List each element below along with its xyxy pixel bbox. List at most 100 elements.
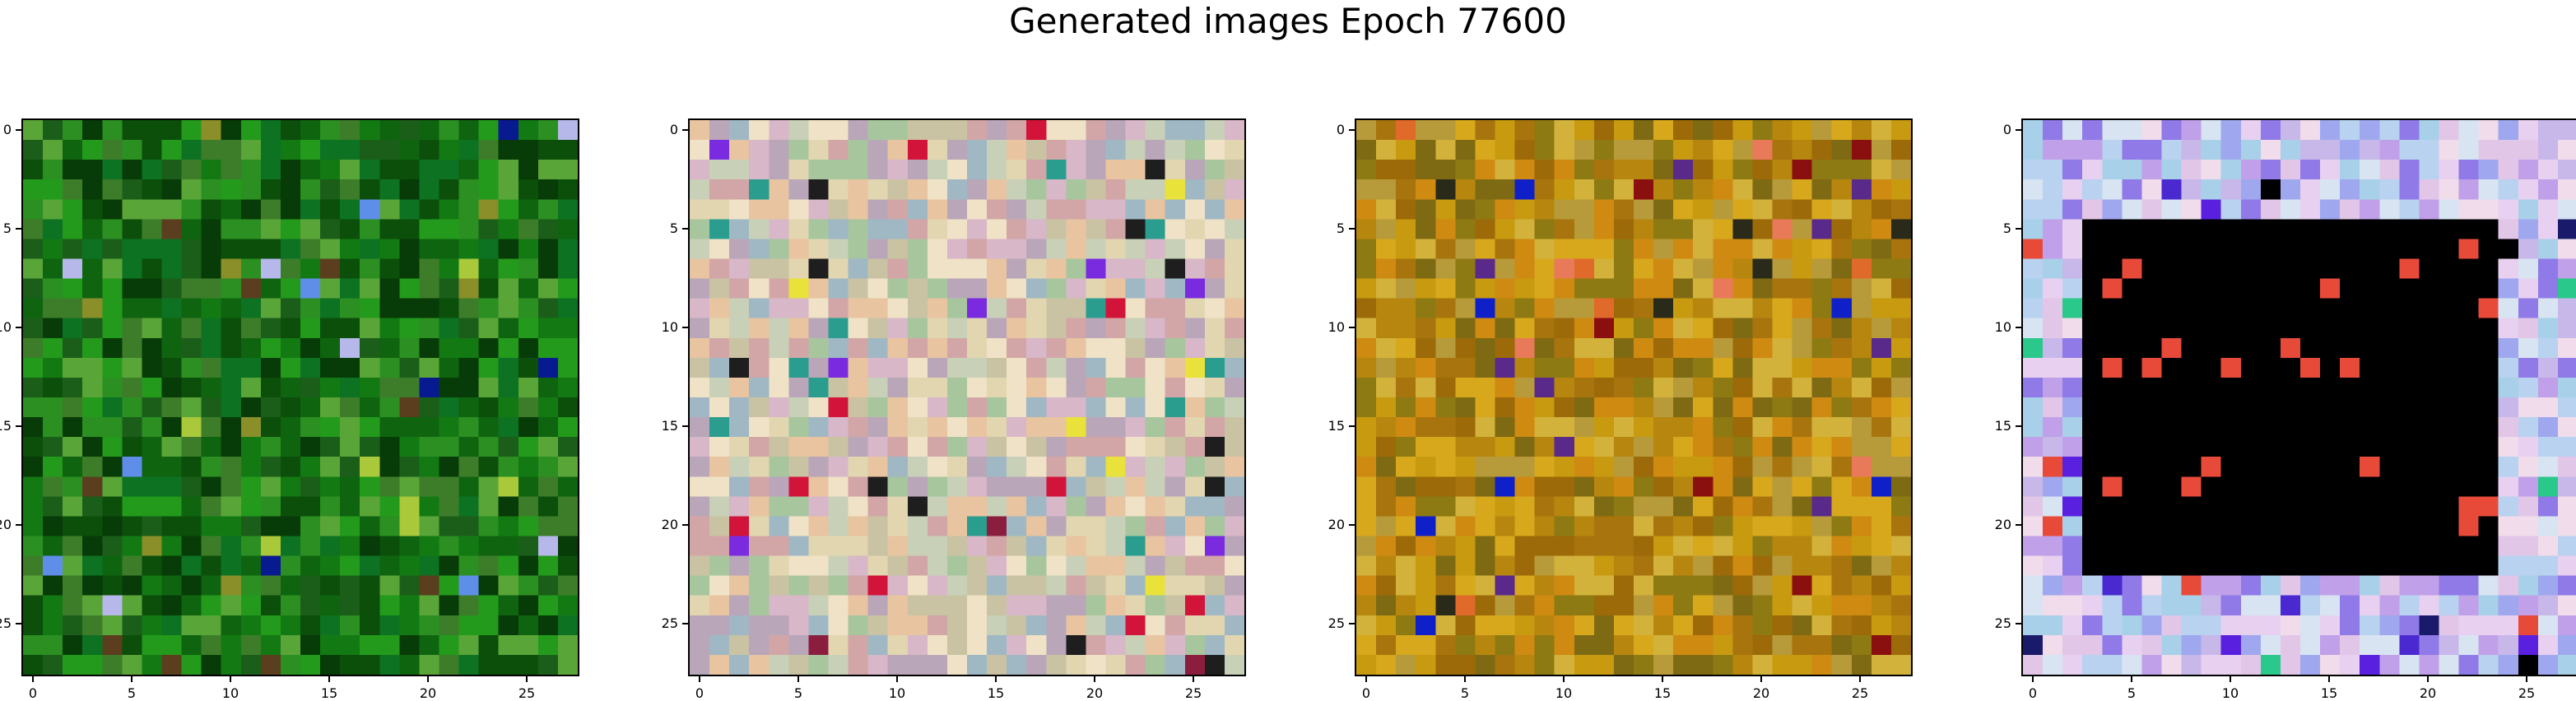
y-tick: [682, 425, 688, 427]
y-tick-label: 0: [669, 122, 678, 137]
x-tick-label: 15: [320, 685, 338, 701]
y-tick-label: 25: [661, 615, 678, 631]
y-tick: [2016, 129, 2021, 131]
y-tick-label: 20: [1328, 517, 1345, 532]
x-tick-label: 0: [1361, 685, 1371, 701]
x-tick: [1464, 676, 1466, 682]
y-tick: [2016, 524, 2021, 526]
image-panel-2: 0 5 10 15 20 25 0 5 10 15 20 25: [662, 118, 1246, 701]
x-tick-label: 15: [987, 685, 1005, 701]
y-tick: [16, 425, 21, 427]
x-tick-label: 5: [2127, 685, 2137, 701]
y-tick-label: 10: [1328, 319, 1345, 335]
y-tick-label: 20: [0, 517, 12, 532]
x-tick: [797, 676, 799, 682]
image-panel-4: 0 5 10 15 20 25 0 5 10 15 20 25: [1995, 118, 2576, 701]
y-tick-label: 15: [1328, 418, 1345, 434]
x-tick: [131, 676, 133, 682]
y-tick: [682, 327, 688, 328]
x-tick-label: 5: [127, 685, 137, 701]
x-tick: [2131, 676, 2132, 682]
x-tick: [2032, 676, 2034, 682]
y-tick: [1349, 228, 1355, 230]
x-tick: [328, 676, 330, 682]
y-tick: [1349, 524, 1355, 526]
y-tick-label: 25: [1328, 615, 1345, 631]
y-tick-label: 5: [2002, 221, 2011, 236]
y-tick-label: 5: [1336, 221, 1345, 236]
x-tick-label: 0: [2028, 685, 2038, 701]
y-tick-label: 15: [0, 418, 12, 434]
x-tick-label: 25: [1851, 685, 1869, 701]
y-tick-label: 0: [2002, 122, 2011, 137]
y-tick: [2016, 327, 2021, 328]
x-tick-label: 25: [1184, 685, 1202, 701]
x-tick-label: 20: [419, 685, 437, 701]
y-tick: [16, 129, 21, 131]
generated-image-4: [2021, 118, 2576, 676]
x-tick-label: 10: [2221, 685, 2239, 701]
y-tick: [16, 327, 21, 328]
y-tick-label: 20: [1994, 517, 2011, 532]
y-tick-label: 15: [661, 418, 678, 434]
x-tick: [2328, 676, 2330, 682]
y-tick-label: 10: [0, 319, 12, 335]
x-tick: [1365, 676, 1367, 682]
y-tick: [16, 524, 21, 526]
image-panel-3: 0 5 10 15 20 25 0 5 10 15 20 25: [1328, 118, 1913, 701]
x-tick-label: 20: [1752, 685, 1770, 701]
x-tick: [995, 676, 997, 682]
y-tick-label: 25: [1994, 615, 2011, 631]
y-tick: [16, 228, 21, 230]
y-tick-label: 5: [669, 221, 678, 236]
x-tick: [896, 676, 898, 682]
y-tick-label: 0: [1336, 122, 1345, 137]
x-tick: [230, 676, 231, 682]
y-tick: [682, 623, 688, 624]
generated-image-1: [21, 118, 579, 676]
y-tick-label: 15: [1994, 418, 2011, 434]
x-tick: [1563, 676, 1565, 682]
x-tick-label: 0: [28, 685, 38, 701]
generated-image-3: [1355, 118, 1913, 676]
y-tick: [682, 228, 688, 230]
y-tick: [1349, 623, 1355, 624]
x-tick: [32, 676, 34, 682]
y-tick-label: 5: [2, 221, 12, 236]
x-tick: [1859, 676, 1861, 682]
y-tick-label: 0: [2, 122, 12, 137]
y-tick: [1349, 129, 1355, 131]
x-tick: [2230, 676, 2231, 682]
y-tick-label: 10: [661, 319, 678, 335]
generated-image-2: [688, 118, 1246, 676]
x-tick: [1193, 676, 1194, 682]
x-tick-label: 20: [1086, 685, 1104, 701]
x-tick-label: 10: [888, 685, 906, 701]
x-tick-label: 25: [2518, 685, 2536, 701]
y-tick: [2016, 425, 2021, 427]
y-tick: [2016, 623, 2021, 624]
y-tick: [682, 524, 688, 526]
x-tick-label: 25: [518, 685, 536, 701]
x-tick: [1760, 676, 1762, 682]
x-tick-label: 20: [2419, 685, 2437, 701]
x-tick: [699, 676, 700, 682]
y-tick-label: 20: [661, 517, 678, 532]
y-tick-label: 25: [0, 615, 12, 631]
x-tick-label: 15: [1653, 685, 1672, 701]
x-tick-label: 10: [221, 685, 239, 701]
x-tick: [526, 676, 528, 682]
x-tick: [427, 676, 429, 682]
x-tick: [1094, 676, 1095, 682]
figure-title: Generated images Epoch 77600: [1009, 1, 1567, 41]
x-tick-label: 0: [695, 685, 704, 701]
y-tick: [682, 129, 688, 131]
x-tick-label: 10: [1555, 685, 1573, 701]
image-panel-1: 0 5 10 15 20 25 0 5 10 15 20 25: [0, 118, 579, 701]
x-tick: [2526, 676, 2527, 682]
x-tick: [2427, 676, 2429, 682]
y-tick: [1349, 425, 1355, 427]
y-tick: [1349, 327, 1355, 328]
x-tick-label: 5: [793, 685, 803, 701]
y-tick: [2016, 228, 2021, 230]
